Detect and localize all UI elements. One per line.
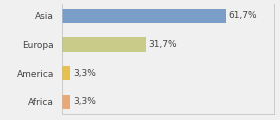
Bar bbox=[62, 37, 146, 52]
Text: 3,3%: 3,3% bbox=[73, 97, 96, 106]
Bar bbox=[62, 66, 70, 80]
Bar bbox=[62, 95, 70, 109]
Text: 61,7%: 61,7% bbox=[228, 11, 257, 20]
Text: 31,7%: 31,7% bbox=[149, 40, 177, 49]
Text: 3,3%: 3,3% bbox=[73, 69, 96, 78]
Bar bbox=[62, 9, 226, 23]
